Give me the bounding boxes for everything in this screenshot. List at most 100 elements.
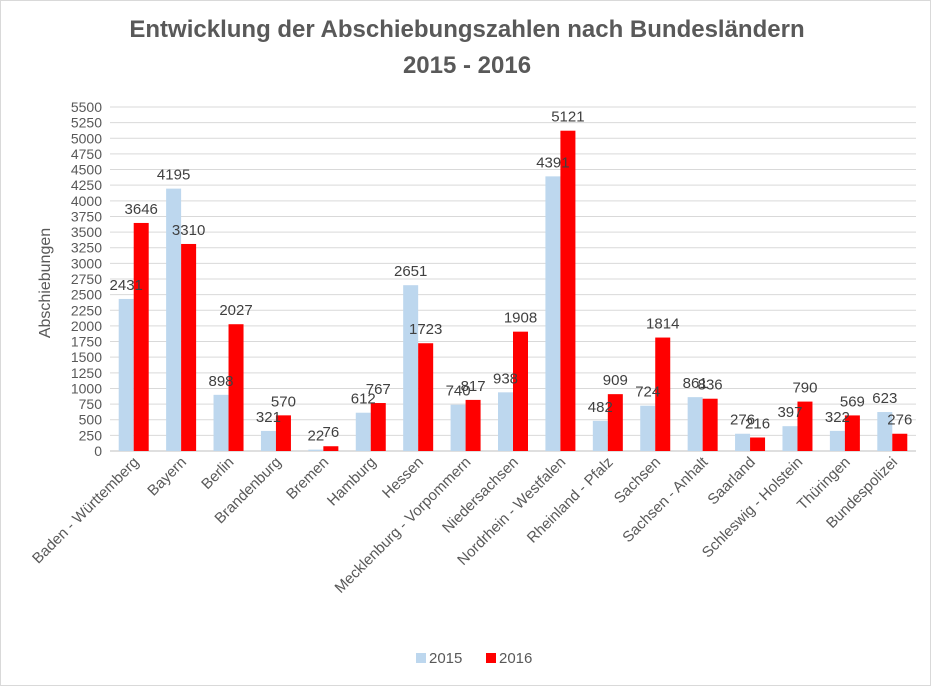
x-tick-label: Baden - Württemberg — [29, 454, 142, 567]
data-label: 724 — [635, 384, 660, 401]
data-label: 623 — [872, 390, 897, 407]
bars — [118, 130, 908, 452]
data-label: 2431 — [110, 277, 143, 294]
legend-swatch — [416, 653, 426, 663]
x-axis-ticks: Baden - Württemberg Bayern BerlinBrandenbu… — [29, 453, 901, 596]
data-label: 4195 — [157, 167, 190, 184]
bar-2015 — [735, 433, 751, 451]
chart-title: Entwicklung der Abschiebungszahlen nach … — [129, 16, 805, 43]
data-label: 276 — [887, 412, 912, 429]
x-tick-label: Sachsen - Anhalt — [619, 453, 712, 546]
y-tick-label: 3750 — [71, 208, 102, 224]
y-tick-label: 4250 — [71, 177, 102, 193]
y-tick-label: 750 — [79, 396, 103, 412]
bar-2015 — [260, 430, 276, 451]
y-tick-label: 5250 — [71, 115, 102, 131]
bar-2015 — [450, 404, 466, 451]
data-label: 790 — [792, 380, 817, 397]
data-label: 2651 — [394, 263, 427, 280]
bar-2015 — [213, 394, 229, 451]
bar-2015 — [498, 392, 513, 451]
x-tick-label: Bayern — [144, 454, 190, 500]
y-tick-label: 1500 — [71, 349, 102, 365]
data-label: 276 — [730, 412, 755, 429]
data-label: 898 — [209, 373, 234, 390]
data-label: 22 — [308, 428, 325, 445]
data-label: 216 — [745, 415, 770, 432]
data-label: 817 — [461, 378, 486, 395]
data-label: 909 — [603, 372, 628, 389]
bar-2015 — [829, 430, 845, 451]
data-label: 1723 — [409, 321, 442, 338]
bar-2016 — [607, 394, 623, 451]
bar-2016 — [133, 222, 149, 451]
bar-2016 — [797, 401, 813, 451]
data-label: 2027 — [219, 302, 252, 319]
bar-2015 — [545, 176, 561, 451]
y-tick-label: 2250 — [71, 302, 102, 318]
bar-2015 — [782, 426, 798, 451]
legend-label: 2016 — [499, 650, 532, 667]
y-tick-label: 500 — [79, 412, 103, 428]
data-label: 569 — [840, 393, 865, 410]
bar-2015 — [355, 412, 371, 451]
data-label: 4391 — [536, 154, 569, 171]
bar-2015 — [118, 298, 134, 451]
data-label: 321 — [256, 409, 281, 426]
y-tick-label: 3500 — [71, 224, 102, 240]
bar-2016 — [844, 415, 860, 451]
x-tick-label: Hamburg — [324, 454, 380, 510]
y-tick-label: 250 — [79, 427, 103, 443]
y-tick-label: 0 — [94, 443, 102, 459]
bar-2015 — [687, 397, 703, 451]
y-tick-label: 5500 — [71, 99, 102, 115]
bar-2015 — [592, 420, 608, 451]
chart-title-block: Entwicklung der Abschiebungszahlen nach … — [0, 12, 934, 84]
bar-2016 — [702, 398, 718, 451]
data-label: 767 — [366, 381, 391, 398]
bar-2016 — [275, 415, 291, 451]
y-tick-label: 1250 — [71, 365, 102, 381]
bar-2016 — [465, 399, 481, 451]
y-tick-label: 1750 — [71, 334, 102, 350]
x-tick-label: Hessen — [379, 454, 427, 502]
data-label: 1908 — [504, 310, 537, 327]
y-tick-label: 2000 — [71, 318, 102, 334]
y-tick-label: 4000 — [71, 193, 102, 209]
data-label: 3646 — [125, 201, 158, 218]
y-tick-label: 1000 — [71, 380, 102, 396]
data-label: 397 — [777, 404, 802, 421]
y-axis-label: Abschiebungen — [37, 228, 54, 338]
bar-2016 — [750, 437, 766, 451]
bar-2016 — [418, 343, 434, 451]
y-tick-label: 2750 — [71, 271, 102, 287]
data-label: 5121 — [551, 109, 584, 126]
data-label: 836 — [698, 377, 723, 394]
y-axis-ticks: 0250500750100012501500175020002250250027… — [71, 99, 102, 459]
bar-2016 — [513, 331, 528, 451]
bar-2016 — [655, 337, 671, 451]
y-tick-label: 4500 — [71, 162, 102, 178]
bar-2015 — [166, 188, 182, 451]
legend-label: 2015 — [429, 650, 462, 667]
chart-subtitle: 2015 - 2016 — [402, 52, 532, 79]
bar-2015 — [640, 405, 656, 451]
data-label: 570 — [271, 393, 296, 410]
bar-2016 — [892, 433, 908, 451]
bar-2016 — [323, 446, 339, 451]
bar-2015 — [308, 449, 324, 451]
bar-2016 — [370, 403, 386, 451]
bar-2016 — [181, 243, 197, 451]
y-tick-label: 5000 — [71, 130, 102, 146]
data-label: 482 — [588, 399, 613, 416]
y-tick-label: 2500 — [71, 287, 102, 303]
legend-swatch — [486, 653, 496, 663]
data-label: 76 — [323, 424, 340, 441]
x-tick-label: Berlin — [198, 454, 237, 493]
data-label: 612 — [351, 391, 376, 408]
x-tick-label: Rheinland - Pfalz — [524, 454, 617, 547]
bar-2016 — [560, 130, 576, 452]
